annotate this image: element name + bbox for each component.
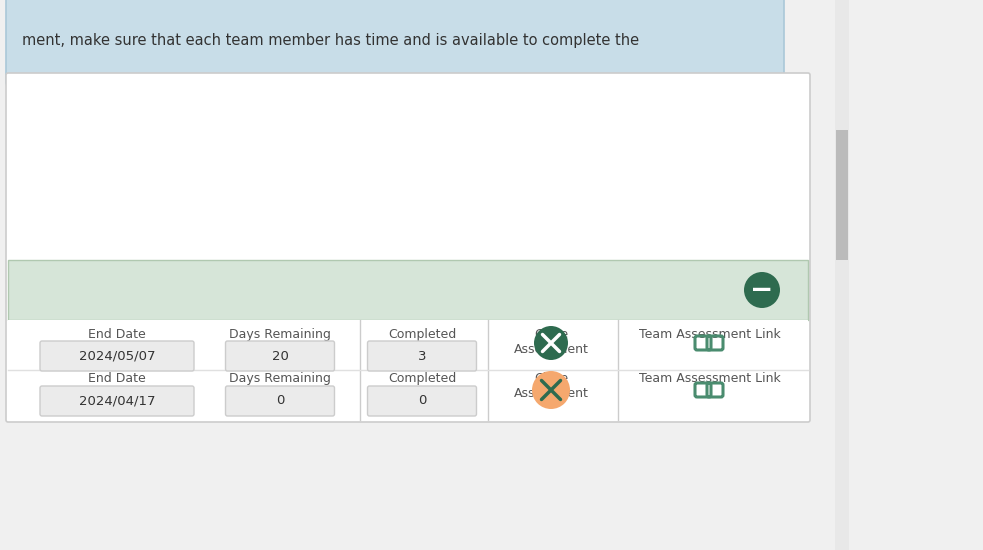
Text: 2024/05/07: 2024/05/07 bbox=[79, 349, 155, 362]
Text: Close
Assessment: Close Assessment bbox=[513, 328, 589, 356]
FancyBboxPatch shape bbox=[368, 386, 477, 416]
Text: End Date: End Date bbox=[88, 372, 145, 385]
FancyBboxPatch shape bbox=[225, 341, 334, 371]
Text: Team Assessment Link: Team Assessment Link bbox=[639, 328, 781, 341]
Text: Completed
Assessments: Completed Assessments bbox=[381, 328, 463, 356]
FancyBboxPatch shape bbox=[40, 341, 194, 371]
FancyBboxPatch shape bbox=[40, 386, 194, 416]
Text: End Date: End Date bbox=[88, 328, 145, 341]
Text: Days Remaining: Days Remaining bbox=[229, 328, 331, 341]
Bar bbox=[835, 0, 849, 550]
FancyBboxPatch shape bbox=[225, 386, 334, 416]
Circle shape bbox=[534, 326, 568, 360]
FancyBboxPatch shape bbox=[368, 341, 477, 371]
FancyBboxPatch shape bbox=[6, 73, 810, 422]
Text: ment, make sure that each team member has time and is available to complete the: ment, make sure that each team member ha… bbox=[22, 32, 639, 47]
Text: Days Remaining: Days Remaining bbox=[229, 372, 331, 385]
Text: 2024/04/17: 2024/04/17 bbox=[79, 394, 155, 408]
Text: 20: 20 bbox=[271, 349, 288, 362]
Text: 3: 3 bbox=[418, 349, 427, 362]
Bar bbox=[8, 260, 808, 320]
FancyBboxPatch shape bbox=[6, 0, 784, 86]
Text: 0: 0 bbox=[276, 394, 284, 408]
Bar bbox=[836, 130, 848, 260]
Text: −: − bbox=[750, 276, 774, 304]
Text: Team Assessment Link: Team Assessment Link bbox=[639, 372, 781, 385]
Circle shape bbox=[744, 272, 780, 308]
Bar bbox=[8, 320, 808, 420]
Text: Completed
Assessments: Completed Assessments bbox=[381, 372, 463, 400]
Text: 0: 0 bbox=[418, 394, 427, 408]
Text: Close
Assessment: Close Assessment bbox=[513, 372, 589, 400]
Circle shape bbox=[532, 371, 570, 409]
